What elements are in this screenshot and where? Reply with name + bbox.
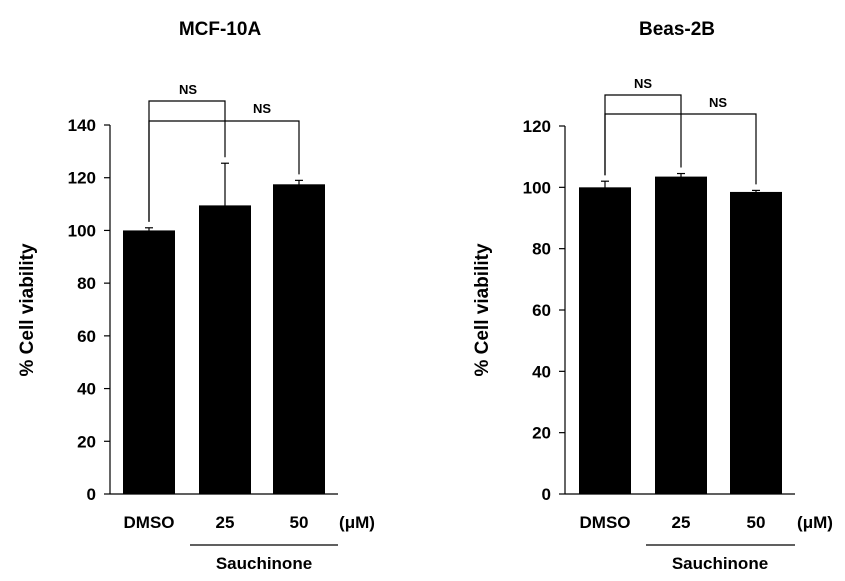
chart-panel-beas2b: Beas-2B % Cell viability 0 20 40 60 80 100 120… [472, 19, 833, 573]
bars [123, 162, 325, 494]
group-label: Sauchinone [216, 554, 312, 573]
y-tick-label: 40 [532, 362, 551, 381]
y-tick-label: 80 [532, 240, 551, 259]
x-category-label: DMSO [580, 513, 631, 532]
y-axis-label: % Cell viability [472, 243, 493, 376]
unit-label: (μM) [339, 513, 375, 532]
y-axis-label: % Cell viability [17, 243, 38, 376]
bar [273, 184, 325, 494]
y-tick-label: 100 [68, 221, 96, 240]
y-tick-label: 120 [68, 169, 96, 188]
bar [730, 191, 782, 494]
chart-title: MCF-10A [179, 19, 262, 40]
significance-brackets: NS NS [604, 76, 757, 185]
y-tick-label: 60 [77, 327, 96, 346]
y-tick-label: 0 [87, 485, 96, 504]
significance-brackets: NS NS [148, 82, 300, 222]
bar [123, 230, 175, 494]
y-tick-label: 140 [68, 116, 96, 135]
significance-bracket [604, 94, 682, 176]
x-category-label: 25 [216, 513, 235, 532]
unit-label: (μM) [797, 513, 833, 532]
y-tick-label: 60 [532, 301, 551, 320]
x-category-label: 50 [747, 513, 766, 532]
x-category-label: 25 [672, 513, 691, 532]
y-ticks: 0 20 40 60 80 100 120 140 [68, 116, 110, 504]
chart-panel-mcf10a: MCF-10A % Cell viability 0 20 40 60 80 100 120… [17, 19, 375, 573]
group-label: Sauchinone [672, 554, 768, 573]
y-tick-label: 0 [542, 485, 551, 504]
y-tick-label: 80 [77, 274, 96, 293]
y-tick-label: 20 [77, 432, 96, 451]
y-ticks: 0 20 40 60 80 100 120 [523, 117, 565, 504]
significance-label: NS [179, 82, 197, 97]
significance-bracket [148, 120, 300, 222]
significance-bracket [604, 113, 757, 185]
significance-bracket [148, 100, 226, 222]
chart-title: Beas-2B [639, 19, 715, 40]
significance-label: NS [253, 101, 271, 116]
bars [579, 172, 782, 495]
significance-label: NS [709, 95, 727, 110]
y-tick-label: 100 [523, 178, 551, 197]
y-tick-label: 120 [523, 117, 551, 136]
y-tick-label: 40 [77, 380, 96, 399]
x-category-label: DMSO [124, 513, 175, 532]
x-categories: DMSO 25 50 [580, 513, 766, 532]
bar [199, 205, 251, 494]
x-categories: DMSO 25 50 [124, 513, 309, 532]
bar [579, 187, 631, 495]
bar [655, 176, 707, 494]
x-category-label: 50 [290, 513, 309, 532]
significance-label: NS [634, 76, 652, 91]
y-tick-label: 20 [532, 424, 551, 443]
